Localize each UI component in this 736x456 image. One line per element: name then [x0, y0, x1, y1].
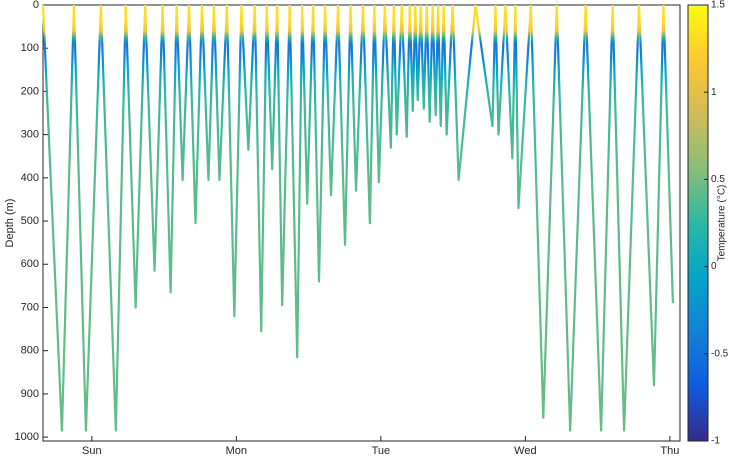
colorbar-tick-label: -1 — [711, 436, 720, 447]
dive-profile — [474, 4, 497, 128]
dive-profile — [175, 4, 191, 182]
dive-profile — [425, 4, 434, 123]
dive-profile — [555, 4, 587, 432]
dive-profile — [288, 4, 304, 359]
dive-profile — [200, 4, 216, 182]
dive-profile — [383, 4, 395, 149]
dive-profile — [442, 4, 454, 136]
dive-profile — [514, 4, 532, 210]
y-axis-label: Depth (m) — [4, 199, 16, 248]
x-tick-label: Wed — [514, 445, 536, 456]
dive-profile — [504, 4, 517, 160]
dive-profile — [265, 4, 279, 171]
dive-profile — [437, 4, 445, 128]
dive-profile — [529, 4, 558, 419]
y-tick-label: 100 — [21, 42, 39, 54]
y-tick-label: 600 — [21, 258, 39, 270]
x-tick-label: Tue — [372, 445, 391, 456]
dive-profile — [225, 4, 243, 318]
dive-profile — [323, 4, 340, 197]
dive-profile — [72, 4, 102, 432]
colorbar-tick-label: 1.5 — [711, 0, 725, 11]
dive-profile — [301, 4, 315, 205]
dive-profile — [637, 4, 665, 387]
dive-profile — [400, 4, 411, 138]
colorbar-tick-label: 0 — [711, 261, 717, 272]
dive-profile — [99, 4, 127, 432]
dive-profile — [361, 4, 376, 225]
dive-profile — [253, 4, 268, 333]
x-tick-label: Sun — [82, 445, 102, 456]
plot-frame — [42, 4, 681, 442]
y-tick-label: 400 — [21, 172, 39, 184]
dive-profile — [414, 4, 422, 102]
x-tick-label: Thu — [660, 445, 679, 456]
dive-profile — [187, 4, 204, 225]
colorbar-tick-label: 1 — [711, 87, 717, 98]
dive-profile — [240, 4, 256, 151]
dive-profile — [143, 4, 164, 272]
dive-profile — [336, 4, 352, 246]
dive-profile — [161, 4, 178, 294]
dive-profile — [408, 4, 417, 112]
x-tick-label: Mon — [226, 445, 247, 456]
colorbar-tick-label: 0.5 — [711, 174, 725, 185]
dive-profile — [41, 4, 76, 432]
y-tick-label: 0 — [33, 0, 39, 11]
dive-profile — [276, 4, 291, 307]
y-tick-label: 1000 — [15, 431, 39, 443]
y-tick-label: 900 — [21, 388, 39, 400]
colorbar-tick-label: -0.5 — [711, 348, 729, 359]
dive-profile — [419, 4, 428, 110]
dive-profile — [349, 4, 365, 192]
y-tick-label: 500 — [21, 215, 39, 227]
dive-profile — [124, 4, 147, 309]
dive-profile — [662, 4, 675, 304]
dive-profile — [392, 4, 403, 136]
y-tick-label: 700 — [21, 301, 39, 313]
dive-profile — [611, 4, 641, 432]
dive-profile — [451, 4, 477, 182]
y-tick-label: 800 — [21, 345, 39, 357]
dive-profile — [494, 4, 507, 136]
colorbar-label: Temperature (°C) — [717, 185, 728, 262]
y-tick-label: 200 — [21, 85, 39, 97]
dive-profile — [373, 4, 386, 184]
dive-profile — [431, 4, 440, 117]
dive-profile — [212, 4, 228, 182]
colorbar — [687, 4, 709, 442]
dive-profile — [584, 4, 614, 432]
y-tick-label: 300 — [21, 129, 39, 141]
dive-profile — [311, 4, 327, 283]
